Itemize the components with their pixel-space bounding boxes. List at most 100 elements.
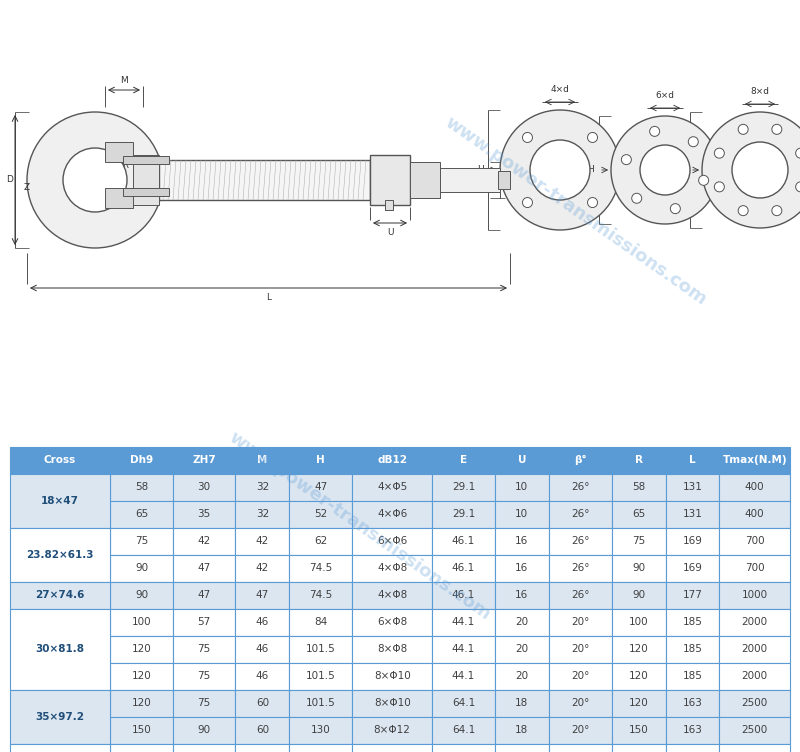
Text: 46.1: 46.1: [452, 590, 475, 600]
Text: 4×Φ8: 4×Φ8: [377, 563, 407, 573]
Bar: [432, 744, 495, 752]
Text: 185: 185: [682, 644, 702, 654]
Text: 26°: 26°: [571, 509, 590, 519]
Text: E: E: [512, 175, 518, 184]
Text: 58: 58: [632, 482, 645, 493]
Text: 35×97.2: 35×97.2: [35, 712, 85, 722]
Bar: [410, 162, 440, 198]
Circle shape: [632, 193, 642, 203]
Bar: [133, 155, 159, 205]
Bar: [173, 636, 235, 663]
Bar: [495, 447, 549, 474]
Bar: [10, 609, 110, 690]
Text: H: H: [477, 165, 483, 174]
Bar: [611, 609, 666, 636]
Text: L: L: [689, 455, 696, 465]
Bar: [10, 690, 110, 744]
Text: dB12: dB12: [377, 455, 407, 465]
Bar: [549, 609, 611, 636]
Text: 18: 18: [515, 699, 529, 708]
Text: H: H: [317, 455, 325, 465]
Text: ZH7: ZH7: [192, 455, 216, 465]
Circle shape: [522, 198, 533, 208]
Circle shape: [522, 132, 533, 142]
Text: 29.1: 29.1: [452, 509, 475, 519]
Bar: [440, 168, 500, 192]
Text: M: M: [120, 76, 128, 85]
Bar: [666, 447, 719, 474]
Text: U: U: [518, 455, 526, 465]
Circle shape: [698, 175, 709, 185]
Bar: [549, 690, 611, 717]
Bar: [173, 690, 235, 717]
Bar: [352, 663, 432, 690]
Text: 150: 150: [131, 726, 151, 735]
Bar: [549, 501, 611, 528]
Text: 700: 700: [745, 536, 765, 546]
Circle shape: [530, 140, 590, 200]
Bar: [666, 582, 719, 609]
Text: β°: β°: [574, 455, 586, 465]
Bar: [110, 636, 173, 663]
Text: 44.1: 44.1: [452, 672, 475, 681]
Circle shape: [796, 148, 800, 158]
Text: 1000: 1000: [742, 590, 768, 600]
Text: 90: 90: [632, 590, 645, 600]
Text: 8×Φ10: 8×Φ10: [374, 699, 410, 708]
Text: 74.5: 74.5: [309, 590, 333, 600]
Circle shape: [714, 182, 724, 192]
Bar: [549, 663, 611, 690]
Text: R: R: [122, 160, 128, 169]
Text: U: U: [386, 228, 394, 237]
Text: 16: 16: [515, 563, 529, 573]
Bar: [432, 555, 495, 582]
Bar: [173, 474, 235, 501]
Bar: [290, 609, 352, 636]
Text: 42: 42: [256, 563, 269, 573]
Bar: [611, 663, 666, 690]
Bar: [432, 501, 495, 528]
Bar: [549, 474, 611, 501]
Bar: [290, 474, 352, 501]
Circle shape: [688, 137, 698, 147]
Bar: [666, 528, 719, 555]
Bar: [549, 636, 611, 663]
Text: 169: 169: [682, 536, 702, 546]
Text: 177: 177: [682, 590, 702, 600]
Bar: [719, 663, 790, 690]
Bar: [611, 528, 666, 555]
Text: 20: 20: [515, 617, 529, 627]
Bar: [352, 717, 432, 744]
Text: 84: 84: [314, 617, 327, 627]
Bar: [235, 690, 290, 717]
Bar: [432, 447, 495, 474]
Bar: [719, 447, 790, 474]
Bar: [498, 171, 510, 189]
Bar: [666, 636, 719, 663]
Bar: [495, 690, 549, 717]
Text: L: L: [266, 293, 271, 302]
Text: 74.5: 74.5: [309, 563, 333, 573]
Bar: [110, 447, 173, 474]
Bar: [370, 155, 410, 205]
Bar: [235, 528, 290, 555]
Bar: [611, 447, 666, 474]
Text: 4×Φ8: 4×Φ8: [377, 590, 407, 600]
Bar: [352, 744, 432, 752]
Text: 35: 35: [198, 509, 210, 519]
Circle shape: [640, 145, 690, 195]
Bar: [495, 528, 549, 555]
Bar: [495, 555, 549, 582]
Text: 47: 47: [198, 563, 210, 573]
Bar: [235, 582, 290, 609]
Bar: [110, 717, 173, 744]
Circle shape: [670, 204, 680, 214]
Text: 90: 90: [135, 590, 148, 600]
Bar: [432, 717, 495, 744]
Text: 46: 46: [256, 617, 269, 627]
Bar: [173, 447, 235, 474]
Bar: [719, 744, 790, 752]
Bar: [495, 474, 549, 501]
Text: 185: 185: [682, 672, 702, 681]
Text: 46.1: 46.1: [452, 536, 475, 546]
